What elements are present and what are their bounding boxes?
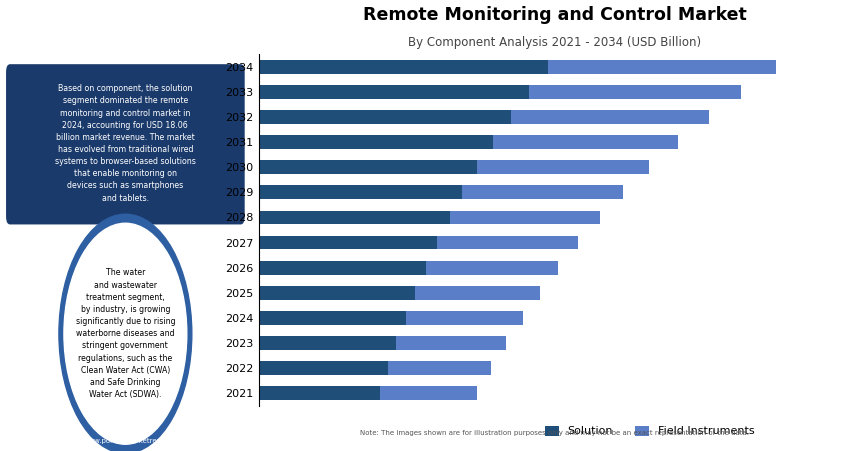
Bar xyxy=(259,286,416,300)
Bar xyxy=(511,110,709,124)
Text: Based on component, the solution
segment dominated the remote
monitoring and con: Based on component, the solution segment… xyxy=(55,84,196,202)
Circle shape xyxy=(64,223,187,444)
Bar xyxy=(259,211,450,224)
Bar xyxy=(380,387,477,400)
Bar xyxy=(259,110,511,124)
Text: P★LARIS: P★LARIS xyxy=(82,20,169,38)
Bar xyxy=(259,311,406,325)
Bar xyxy=(259,185,462,199)
Bar xyxy=(396,336,506,350)
Bar xyxy=(259,261,426,275)
Bar xyxy=(462,185,623,199)
Bar xyxy=(493,135,678,149)
Bar xyxy=(259,387,380,400)
Text: Source: www.polarismarketresearch.com: Source: www.polarismarketresearch.com xyxy=(54,438,197,444)
FancyBboxPatch shape xyxy=(5,63,246,226)
Text: Remote Monitoring and Control Market: Remote Monitoring and Control Market xyxy=(363,6,746,24)
Text: Note: The images shown are for illustration purposes only and may not be an exac: Note: The images shown are for illustrat… xyxy=(360,430,749,436)
Bar xyxy=(416,286,541,300)
Text: The water
and wastewater
treatment segment,
by industry, is growing
significantl: The water and wastewater treatment segme… xyxy=(76,268,175,399)
Bar xyxy=(437,236,578,249)
Text: MARKET RESEARCH: MARKET RESEARCH xyxy=(76,52,175,61)
Bar xyxy=(259,60,548,74)
Bar xyxy=(548,60,775,74)
Legend: Solution, Field Instruments: Solution, Field Instruments xyxy=(541,421,758,441)
Bar xyxy=(406,311,523,325)
Circle shape xyxy=(59,214,192,451)
Bar xyxy=(259,135,493,149)
Bar xyxy=(450,211,600,224)
Bar xyxy=(259,361,388,375)
Text: By Component Analysis 2021 - 2034 (USD Billion): By Component Analysis 2021 - 2034 (USD B… xyxy=(408,36,701,49)
Bar xyxy=(259,236,437,249)
Bar xyxy=(477,160,649,174)
Bar xyxy=(388,361,491,375)
Bar xyxy=(426,261,558,275)
Bar xyxy=(259,336,396,350)
Bar xyxy=(259,85,529,99)
Bar xyxy=(259,160,477,174)
Bar xyxy=(529,85,741,99)
